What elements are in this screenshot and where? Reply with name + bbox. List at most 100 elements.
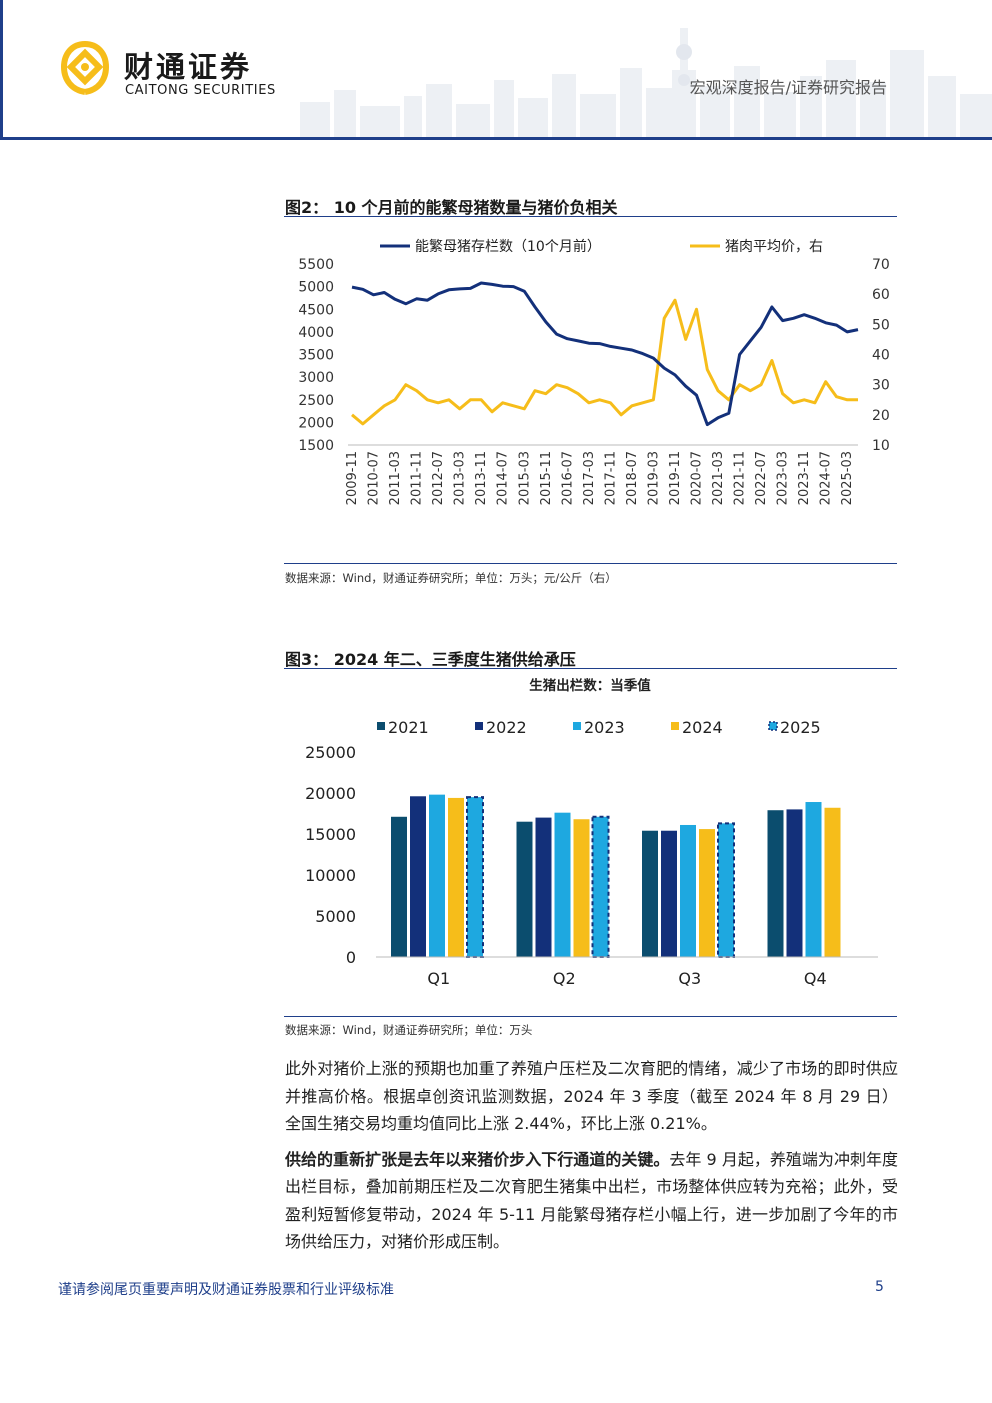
y-right-tick-label: 40	[872, 348, 890, 364]
x-tick-label: 2025-03	[840, 451, 855, 505]
series-line-sows	[351, 281, 859, 427]
y-left-tick-label: 1500	[298, 438, 334, 454]
x-category-label: Q1	[427, 969, 450, 988]
caitong-logo-icon	[60, 41, 110, 95]
x-tick-label: 2018-07	[625, 451, 640, 505]
figure3-chart-title: 生猪出栏数：当季值	[529, 677, 651, 694]
x-tick-label: 2012-07	[431, 451, 446, 505]
y-left-tick-label: 2500	[298, 393, 334, 409]
bar-Q2-2023	[554, 812, 571, 957]
x-tick-label: 2009-11	[345, 451, 360, 505]
y-right-tick-label: 20	[872, 408, 890, 424]
bar-Q1-2023	[429, 794, 445, 957]
footer-disclaimer-link[interactable]: 谨请参阅尾页重要声明及财通证券股票和行业评级标准	[58, 1282, 394, 1298]
legend-swatch-2023	[573, 722, 581, 730]
y-left-tick-label: 3500	[298, 348, 334, 364]
y-left-tick-label: 4000	[298, 325, 334, 341]
y-left-tick-label: 4500	[298, 302, 334, 318]
figure2-source: 数据来源：Wind，财通证券研究所；单位：万头；元/公斤（右）	[285, 571, 617, 585]
x-tick-label: 2013-03	[453, 451, 468, 505]
x-category-label: Q3	[678, 969, 701, 988]
bar-Q2-2024	[573, 819, 590, 957]
figure3-source: 数据来源：Wind，财通证券研究所；单位：万头	[285, 1023, 533, 1037]
x-tick-label: 2017-03	[582, 451, 597, 505]
legend-swatch-2025	[768, 721, 778, 731]
bar-Q2-2022	[535, 817, 552, 957]
bar-Q4-2021	[767, 810, 784, 957]
legend-swatch-2021	[377, 722, 385, 730]
legend-label-2022: 2022	[486, 718, 527, 737]
page-number: 5	[875, 1279, 884, 1295]
skyline-illustration	[300, 28, 992, 138]
x-tick-label: 2020-07	[690, 451, 705, 505]
x-tick-label: 2024-07	[819, 451, 834, 505]
y-right-tick-label: 10	[872, 438, 890, 454]
x-tick-label: 2014-07	[496, 451, 511, 505]
x-tick-label: 2017-11	[603, 451, 618, 505]
bar-Q1-2021	[391, 816, 407, 957]
legend-label-2023: 2023	[584, 718, 625, 737]
y-left-tick-label: 3000	[298, 370, 334, 386]
legend-swatch-2024	[671, 722, 679, 730]
figure3-legend: 2021 2022 2023 2024 2025	[377, 718, 821, 737]
x-tick-label: 2019-11	[668, 451, 683, 505]
x-tick-label: 2019-03	[646, 451, 661, 505]
figure3-bottom-rule	[284, 1016, 897, 1017]
bar-Q3-2021	[642, 830, 658, 957]
figure3-bar-chart: 生猪出栏数：当季值 2021 2022 2023 2024 2025 25000 2000…	[305, 677, 878, 988]
y-right-tick-label: 30	[872, 378, 890, 394]
y-left-tick-label: 2000	[298, 415, 334, 431]
legend-label-2024: 2024	[682, 718, 723, 737]
x-tick-label: 2021-03	[711, 451, 726, 505]
body-paragraph-2-rest: 去年 9 月起，养殖端为冲刺年度出栏目标，叠加前期压栏及二次育肥生猪集中出栏，市…	[285, 1149, 898, 1252]
x-tick-label: 2010-07	[367, 451, 382, 505]
figure3-x-axis: Q1 Q2 Q3 Q4	[427, 969, 826, 988]
x-tick-label: 2015-03	[517, 451, 532, 505]
y-right-tick-label: 50	[872, 317, 890, 333]
y-left-tick-label: 5500	[298, 257, 334, 273]
y-tick-label: 15000	[305, 825, 356, 844]
bar-Q4-2024	[824, 807, 841, 957]
x-tick-label: 2022-07	[754, 451, 769, 505]
y-left-tick-label: 5000	[298, 280, 334, 296]
figure2-legend: 能繁母猪存栏数（10个月前） 猪肉平均价，右	[380, 238, 823, 255]
legend-label-sows: 能繁母猪存栏数（10个月前）	[415, 238, 601, 255]
figure2-right-axis: 70 60 50 40 30 20 10	[872, 257, 890, 454]
legend-label-2025: 2025	[780, 718, 821, 737]
x-tick-label: 2023-03	[776, 451, 791, 505]
figure3-title: 图3： 2024 年二、三季度生猪供给承压	[285, 650, 576, 669]
brand-name-cn: 财通证券	[124, 50, 253, 84]
series-line-pork-price	[351, 298, 858, 426]
figure2-left-axis: 5500 5000 4500 4000 3500 3000 2500 2000 1500	[298, 257, 334, 454]
figure2-x-axis: 2009-11 2010-07 2011-03 2011-11 2012-07 2013-…	[345, 451, 855, 505]
y-tick-label: 25000	[305, 743, 356, 762]
bar-Q2-2025	[591, 815, 610, 958]
figure2-line-chart: 能繁母猪存栏数（10个月前） 猪肉平均价，右 5500 5000 4500 4000 3…	[298, 238, 890, 505]
body-paragraph-2-lead: 供给的重新扩张是去年以来猪价步入下行通道的关键。	[285, 1149, 670, 1169]
figure3-bars	[391, 794, 841, 958]
body-paragraph-1: 此外对猪价上涨的预期也加重了养殖户压栏及二次育肥的情绪，减少了市场的即时供应并推…	[285, 1059, 898, 1133]
figure2-title: 图2： 10 个月前的能繁母猪数量与猪价负相关	[285, 198, 618, 217]
bar-Q4-2023	[805, 802, 822, 957]
x-tick-label: 2016-07	[560, 451, 575, 505]
bar-Q1-2025	[466, 796, 484, 958]
x-tick-label: 2011-03	[388, 451, 403, 505]
x-category-label: Q4	[804, 969, 827, 988]
x-tick-label: 2015-11	[539, 451, 554, 505]
bar-Q1-2024	[448, 797, 464, 957]
x-tick-label: 2013-11	[474, 451, 489, 505]
y-right-tick-label: 70	[872, 257, 890, 273]
y-tick-label: 0	[346, 948, 356, 967]
bar-Q1-2022	[410, 796, 426, 957]
x-tick-label: 2011-11	[410, 451, 425, 505]
figure3-title-rule	[284, 668, 897, 669]
x-tick-label: 2023-11	[797, 451, 812, 505]
document-type: 宏观深度报告/证券研究报告	[689, 78, 887, 97]
bar-Q4-2022	[786, 809, 803, 957]
left-accent-bar	[0, 0, 3, 140]
bar-Q3-2022	[661, 830, 677, 957]
y-right-tick-label: 60	[872, 287, 890, 303]
y-tick-label: 20000	[305, 784, 356, 803]
legend-label-price: 猪肉平均价，右	[725, 239, 823, 255]
y-tick-label: 5000	[315, 907, 356, 926]
